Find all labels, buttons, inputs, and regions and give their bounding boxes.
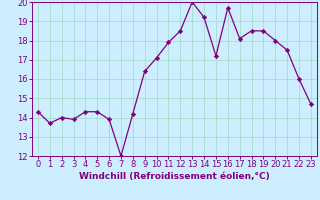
X-axis label: Windchill (Refroidissement éolien,°C): Windchill (Refroidissement éolien,°C) [79,172,270,181]
